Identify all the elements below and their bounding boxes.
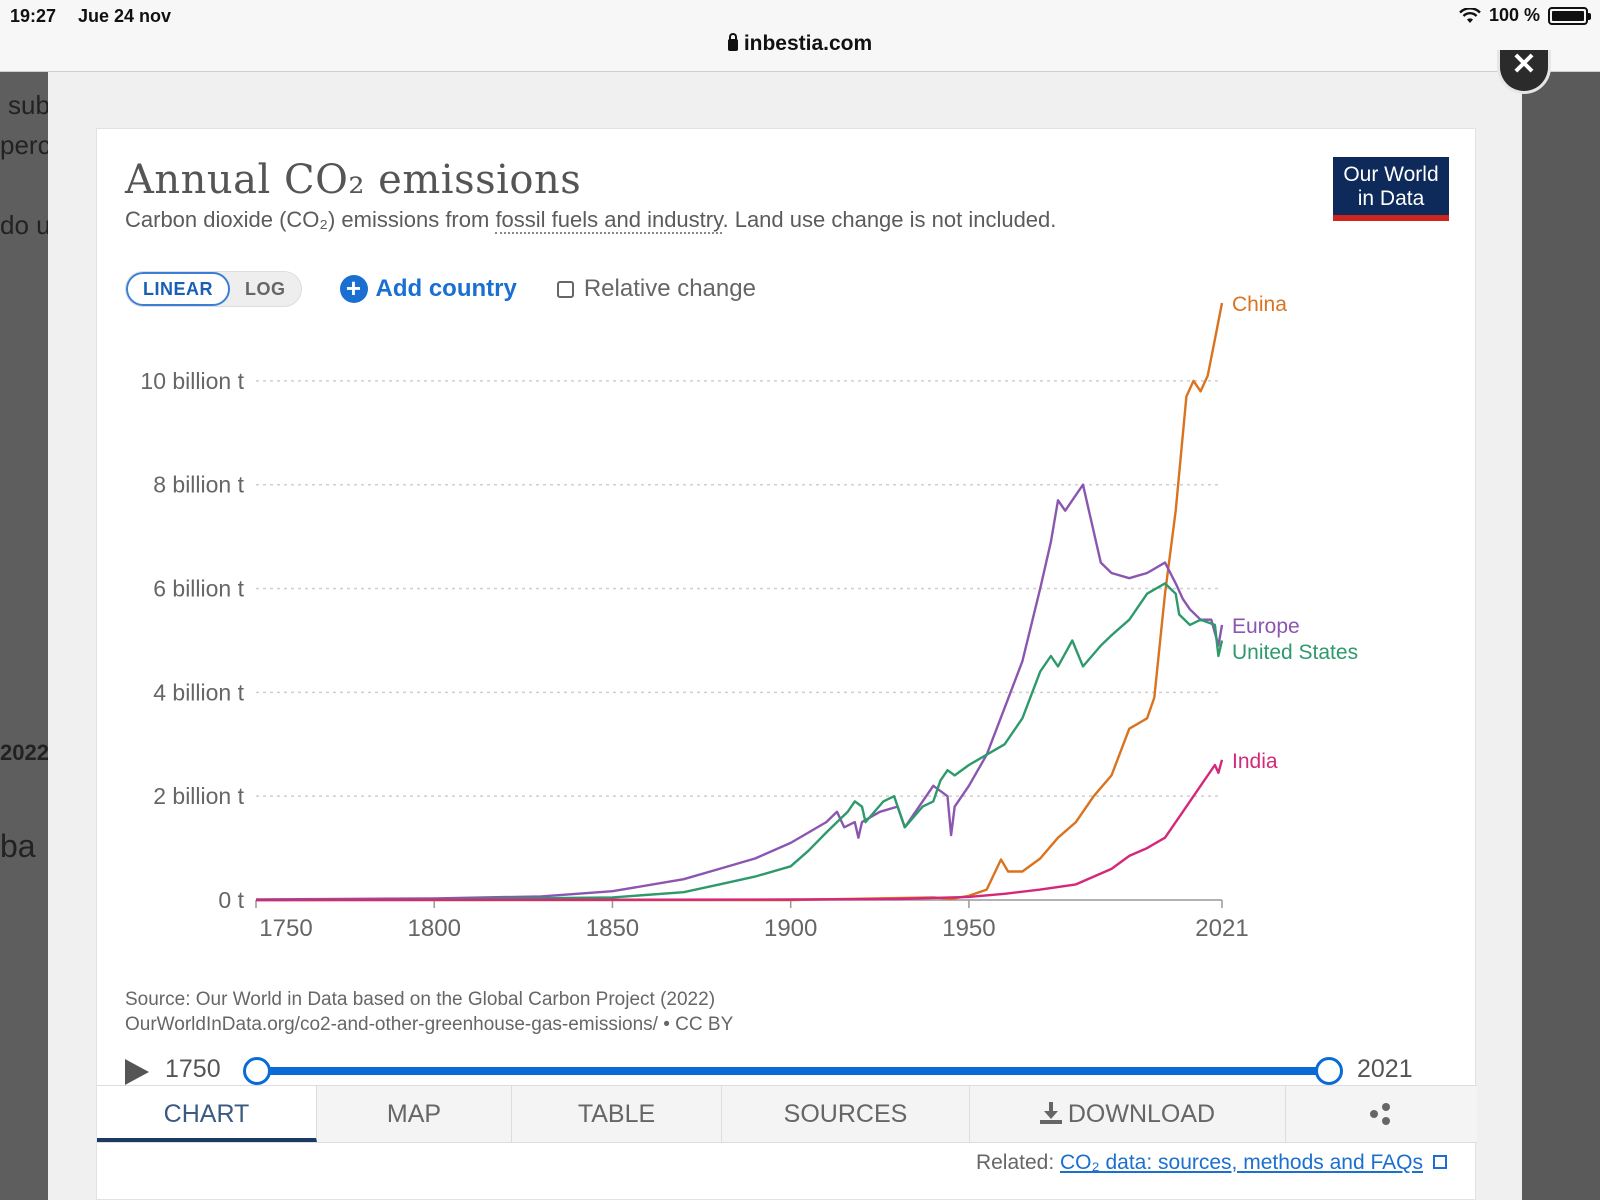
chart-controls: LINEAR LOG + Add country Relative change <box>125 271 756 307</box>
source-line: Source: Our World in Data based on the G… <box>125 989 716 1010</box>
chart-card: Annual CO₂ emissions Carbon dioxide (CO₂… <box>96 128 1477 1200</box>
tab-download[interactable]: DOWNLOAD <box>970 1086 1286 1142</box>
status-date: Jue 24 nov <box>78 6 172 26</box>
timeline-start-handle[interactable] <box>243 1057 271 1085</box>
address-bar[interactable]: inbestia.com <box>0 32 1600 56</box>
x-tick-label: 1800 <box>408 915 461 942</box>
subtitle-text: . Land use change is not included. <box>722 207 1057 232</box>
chart-title: Annual CO₂ emissions <box>125 157 582 203</box>
battery-percent: 100 % <box>1488 5 1540 25</box>
timeline-track[interactable] <box>257 1067 1329 1075</box>
y-tick-label: 8 billion t <box>153 472 244 498</box>
y-tick-label: 6 billion t <box>153 576 244 602</box>
battery-icon <box>1548 6 1591 25</box>
linear-button[interactable]: LINEAR <box>126 272 230 306</box>
url-text: inbestia.com <box>743 32 873 55</box>
series-line <box>256 302 1224 902</box>
external-link-icon <box>1433 1155 1447 1169</box>
tab-table[interactable]: TABLE <box>512 1086 722 1142</box>
x-tick-label: 1750 <box>259 915 312 942</box>
share-icon <box>1369 1103 1392 1125</box>
relative-change-checkbox[interactable] <box>556 280 574 298</box>
subtitle-text: Carbon dioxide (CO₂) emissions from <box>125 207 496 232</box>
chart-subtitle: Carbon dioxide (CO₂) emissions from foss… <box>125 207 1057 234</box>
background-page: sub perc do u 2022 ba <box>0 72 48 1200</box>
log-button[interactable]: LOG <box>245 279 286 299</box>
source-note: Source: Our World in Data based on the G… <box>125 987 733 1037</box>
series-line <box>255 483 1224 901</box>
timeline: 1750 2021 <box>125 1049 1445 1093</box>
status-indicators: 100 % <box>1459 5 1591 26</box>
x-tick-label: 1950 <box>942 915 995 942</box>
x-tick-label: 1900 <box>764 915 817 942</box>
background-page-right <box>1522 72 1600 1200</box>
line-chart: 0 t 2 billion t 4 billion t 6 billion t 8 bi… <box>140 293 1358 942</box>
timeline-end-label: 2021 <box>1357 1055 1413 1083</box>
wifi-icon <box>1459 7 1481 23</box>
series-label: India <box>1232 750 1278 773</box>
series-line <box>255 759 1224 902</box>
owid-logo[interactable]: Our World in Data <box>1333 157 1449 221</box>
background-text: perc <box>0 130 48 160</box>
status-time: 19:27 <box>10 6 57 26</box>
series-line <box>255 582 1224 902</box>
source-url[interactable]: OurWorldInData.org/co2-and-other-greenho… <box>125 1014 734 1035</box>
plus-icon: + <box>339 275 368 303</box>
related-label: Related: <box>975 1151 1060 1174</box>
tab-map[interactable]: MAP <box>317 1086 512 1142</box>
close-button[interactable]: ✕ <box>1497 50 1551 94</box>
play-icon[interactable] <box>125 1059 149 1085</box>
y-tick-label: 10 billion t <box>140 368 244 394</box>
relative-change-toggle[interactable]: Relative change <box>556 275 756 303</box>
close-icon: ✕ <box>1511 48 1537 81</box>
y-tick-label: 4 billion t <box>153 679 244 705</box>
series-label: United States <box>1232 641 1358 664</box>
subtitle-link[interactable]: fossil fuels and industry <box>495 207 723 234</box>
download-icon <box>1039 1102 1062 1124</box>
series-label: Europe <box>1232 615 1300 638</box>
share-button[interactable] <box>1286 1086 1475 1142</box>
x-tick-label: 2021 <box>1195 915 1248 942</box>
add-country-label: Add country <box>375 275 517 302</box>
related-link[interactable]: CO₂ data: sources, methods and FAQs <box>1060 1151 1423 1174</box>
series-label: China <box>1232 293 1287 316</box>
y-tick-label: 2 billion t <box>153 783 244 809</box>
lock-icon <box>727 33 738 51</box>
add-country-button[interactable]: + Add country <box>339 275 517 303</box>
timeline-start-label: 1750 <box>165 1055 221 1083</box>
tab-download-label: DOWNLOAD <box>1067 1100 1216 1128</box>
timeline-end-handle[interactable] <box>1315 1057 1343 1085</box>
background-text: sub <box>8 90 48 120</box>
chart-tabs: CHART MAP TABLE SOURCES DOWNLOAD <box>97 1085 1477 1143</box>
x-tick-label: 1850 <box>586 915 639 942</box>
logo-line: in Data <box>1357 187 1425 210</box>
tab-sources[interactable]: SOURCES <box>722 1086 970 1142</box>
relative-change-label: Relative change <box>583 275 756 302</box>
tab-chart[interactable]: CHART <box>97 1086 317 1142</box>
related-link-row: Related: CO₂ data: sources, methods and … <box>976 1151 1447 1175</box>
scale-toggle: LINEAR LOG <box>125 271 302 307</box>
background-text: do u <box>0 210 48 240</box>
background-text: 2022 <box>0 740 48 765</box>
background-text: ba <box>0 828 36 864</box>
logo-line: Our World <box>1343 163 1439 186</box>
browser-status-bar: 19:27 Jue 24 nov 100 % inbestia.com <box>0 0 1600 72</box>
y-tick-label: 0 t <box>218 887 244 913</box>
